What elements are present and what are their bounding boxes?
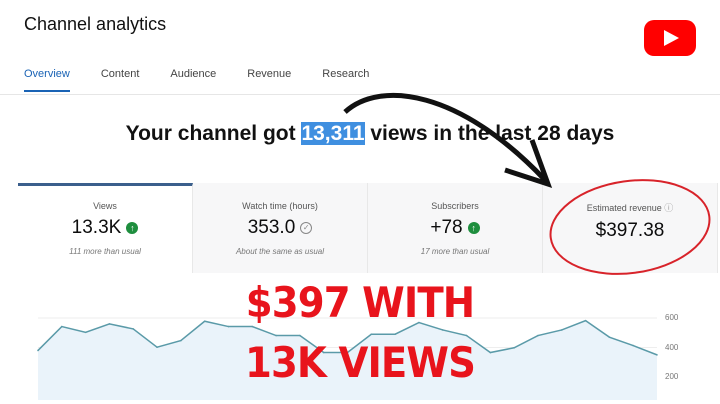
area-fill	[38, 320, 657, 400]
card-note: About the same as usual	[235, 247, 325, 256]
tab-overview[interactable]: Overview	[24, 68, 70, 92]
data-point	[370, 333, 373, 336]
overlay-text-line1: $397 WITH	[245, 278, 475, 327]
data-point	[465, 334, 468, 337]
card-label: Estimated revenue	[586, 203, 662, 213]
check-icon: ✓	[300, 222, 313, 234]
card-label: Watch time (hours)	[242, 201, 318, 211]
card-revenue[interactable]: Estimated revenue ⓘ $397.38	[543, 183, 718, 273]
overlay-text-line2: 13K VIEWS	[244, 338, 476, 387]
card-note: 17 more than usual	[420, 247, 490, 256]
tab-revenue[interactable]: Revenue	[247, 68, 292, 80]
card-value: 353.0	[247, 217, 296, 238]
tab-content[interactable]: Content	[100, 68, 140, 80]
page-title: Channel analytics	[24, 14, 167, 34]
data-point	[489, 351, 492, 354]
data-point	[346, 351, 349, 354]
y-tick: 400	[665, 343, 679, 352]
arrow-up-icon: ↑	[126, 222, 139, 234]
data-point	[656, 354, 658, 356]
arrowhead-annotation	[504, 139, 553, 188]
card-value: +78	[430, 217, 463, 238]
data-point	[584, 319, 587, 322]
data-point	[180, 339, 182, 342]
card-subscribers[interactable]: Subscribers +78 ↑ 17 more than usual	[368, 183, 543, 273]
data-point	[537, 334, 539, 337]
data-point	[61, 325, 63, 328]
data-point	[251, 325, 254, 328]
headline-pre: Your channel got	[125, 122, 302, 145]
youtube-logo-icon	[644, 20, 696, 56]
card-note: 111 more than usual	[69, 247, 141, 256]
card-label: Views	[93, 201, 117, 211]
tab-audience[interactable]: Audience	[170, 68, 217, 80]
views-chart	[37, 317, 658, 400]
headline-post: views in the last 28 days	[364, 122, 615, 145]
headline: Your channel got 13,311 views in the las…	[0, 122, 720, 146]
data-point	[441, 329, 444, 331]
y-tick: 200	[665, 372, 679, 381]
tab-research[interactable]: Research	[322, 68, 370, 80]
card-watch-time[interactable]: Watch time (hours) 353.0 ✓ About the same…	[193, 183, 368, 273]
tab-bar: Overview Content Audience Revenue Resear…	[24, 68, 400, 92]
card-views[interactable]: Views 13.3K ↑ 111 more than usual	[18, 183, 193, 273]
data-point	[299, 334, 301, 337]
data-point	[632, 344, 634, 347]
data-point	[84, 331, 87, 334]
divider	[0, 94, 720, 95]
data-point	[156, 346, 158, 349]
card-value: $397.38	[595, 220, 665, 241]
data-point	[394, 333, 396, 336]
data-point	[560, 329, 563, 331]
views-highlight: 13,311	[301, 122, 365, 145]
info-icon[interactable]: ⓘ	[664, 203, 674, 213]
data-point	[275, 334, 277, 337]
data-point	[513, 346, 515, 349]
data-point	[322, 351, 325, 354]
data-point	[37, 349, 39, 352]
y-tick: 600	[665, 313, 679, 322]
arrow-up-icon: ↑	[467, 222, 480, 234]
data-point	[418, 321, 420, 324]
metric-cards: Views 13.3K ↑ 111 more than usual Watch t…	[18, 183, 718, 273]
data-point	[608, 336, 611, 338]
data-point	[132, 328, 135, 330]
card-label: Subscribers	[431, 201, 479, 211]
data-point	[227, 325, 230, 328]
data-point	[203, 320, 206, 323]
card-value: 13.3K	[71, 217, 122, 238]
data-point	[108, 323, 111, 325]
